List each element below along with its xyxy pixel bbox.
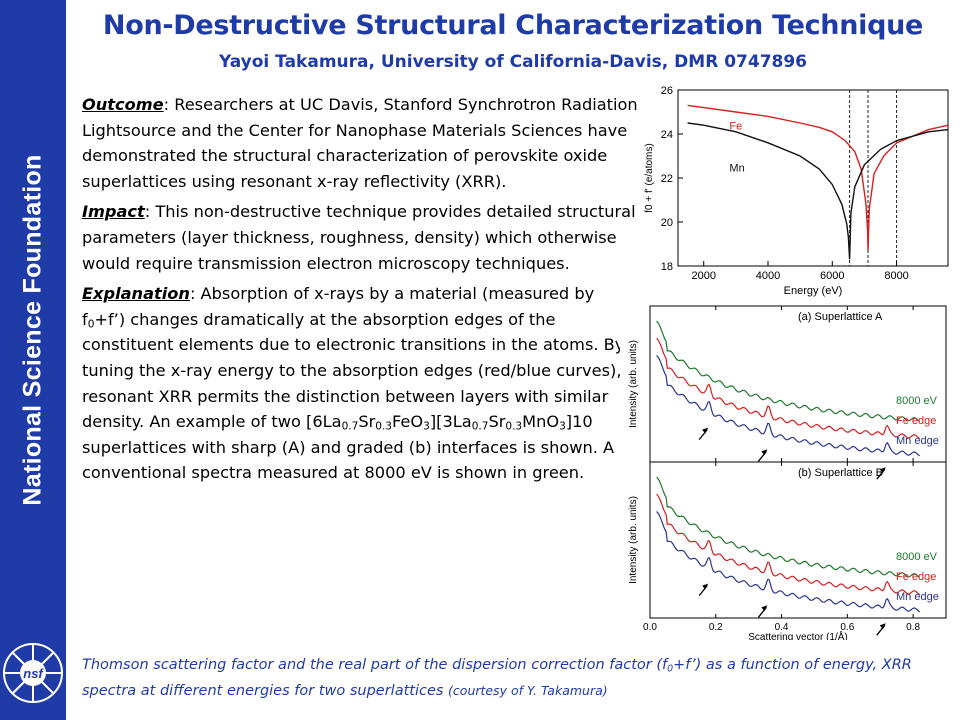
y-tick-label: 24	[661, 129, 673, 141]
impact-paragraph: Impact: This non-destructive technique p…	[82, 199, 642, 276]
panel-label: (a) Superlattice A	[798, 311, 883, 323]
explanation-text: +f’) changes dramatically at the absorpt…	[82, 309, 625, 432]
explanation-sub: 0	[87, 318, 95, 331]
body-text: Outcome: Researchers at UC Davis, Stanfo…	[82, 92, 642, 491]
explanation-sub: 3	[559, 420, 566, 433]
y-tick-label: 20	[661, 217, 673, 229]
energy-chart: 2000 4000 6000 8000 18 20 22 24 26 Energy (eV) f0 …	[640, 86, 952, 304]
outcome-label: Outcome	[82, 95, 164, 114]
plot-frame	[677, 89, 949, 267]
x-tick-label: 4000	[756, 270, 780, 282]
series-label-8000-ev: 8000 eV	[896, 551, 938, 563]
explanation-text: ][3La	[429, 412, 472, 432]
series-line-mn-edge	[656, 355, 921, 457]
explanation-text: MnO	[522, 412, 560, 432]
sidebar-title: National Science Foundation	[18, 154, 47, 506]
y-tick-label: 26	[661, 86, 673, 97]
caption-sub: 0	[667, 663, 674, 675]
explanation-text: ]10 superlattices with sharp (A) and gra…	[82, 412, 615, 483]
explanation-paragraph: Explanation: Absorption of x-rays by a m…	[82, 281, 642, 486]
y-axis-label: f0 + f' (e/atoms)	[644, 143, 655, 212]
x-tick-label: 8000	[884, 270, 908, 282]
xrr-chart: (a) Superlattice A Intensity (arb. units)…	[620, 300, 956, 640]
explanation-sub: 0.3	[505, 420, 523, 433]
outcome-text: : Researchers at UC Davis, Stanford Sync…	[82, 95, 638, 191]
series-line-8000-ev	[656, 320, 921, 422]
arrow-head	[702, 427, 709, 434]
series-label-8000-ev: 8000 eV	[896, 395, 938, 407]
impact-text: : This non-destructive technique provide…	[82, 202, 636, 273]
x-axis-label: Scattering vector (1/Å)	[748, 630, 847, 640]
arrow-head	[879, 623, 886, 630]
x-tick-label: 6000	[820, 270, 844, 282]
nsf-logo-icon: nsf	[3, 643, 63, 703]
impact-label: Impact	[82, 202, 145, 222]
explanation-sub: 0.7	[471, 420, 489, 433]
series-line-fe	[687, 104, 949, 251]
explanation-sub: 0.3	[375, 420, 392, 433]
series-line-8000-ev	[656, 476, 921, 578]
y-axis-label: Intensity (arb. units)	[628, 496, 639, 584]
arrow-head	[761, 605, 768, 612]
sidebar: National Science Foundation nsf	[0, 0, 66, 720]
series-label-fe-edge: Fe edge	[896, 571, 936, 583]
arrow-head	[761, 449, 768, 456]
figure-caption: Thomson scattering factor and the real p…	[82, 652, 957, 704]
caption-text: +f’) as a function of energy, XRR spectr…	[82, 657, 912, 699]
legend-label-fe: Fe	[729, 121, 742, 133]
series-label-fe-edge: Fe edge	[896, 415, 936, 427]
series-line-fe-edge	[656, 493, 921, 596]
explanation-sub: 3	[423, 420, 430, 433]
y-tick-label: 18	[661, 261, 673, 273]
explanation-label: Explanation	[82, 284, 190, 304]
explanation-text: Sr	[488, 412, 506, 432]
series-label-mn-edge: Mn edge	[896, 435, 939, 447]
page-subtitle: Yayoi Takamura, University of California…	[218, 52, 808, 72]
nsf-logo-text: nsf	[23, 666, 44, 681]
x-axis-label: Energy (eV)	[784, 285, 843, 297]
x-tick-label: 2000	[691, 270, 715, 282]
explanation-sub: 0.7	[341, 420, 359, 433]
arrow-head	[702, 583, 709, 590]
x-tick-label: 0.4	[775, 622, 789, 633]
x-tick-label: 0.8	[906, 622, 920, 633]
series-line-mn-edge	[656, 511, 921, 613]
series-line-fe-edge	[656, 337, 921, 440]
caption-text: Thomson scattering factor and the real p…	[82, 657, 668, 673]
x-tick-label: 0.0	[643, 622, 657, 633]
explanation-text: : Absorption of x-rays by a material (me…	[82, 284, 595, 329]
y-axis-label: Intensity (arb. units)	[628, 340, 639, 428]
outcome-paragraph: Outcome: Researchers at UC Davis, Stanfo…	[82, 92, 642, 194]
y-tick-label: 22	[661, 173, 673, 185]
explanation-text: FeO	[391, 412, 424, 432]
arrow-head	[879, 467, 886, 474]
page-title: Non-Destructive Structural Characterizat…	[102, 10, 924, 41]
caption-credit: (courtesy of Y. Takamura)	[448, 683, 608, 698]
series-label-mn-edge: Mn edge	[896, 591, 939, 603]
x-tick-label: 0.6	[840, 622, 854, 633]
panel-frame	[649, 461, 947, 619]
series-line-mn	[687, 122, 949, 260]
x-tick-label: 0.2	[709, 622, 723, 633]
legend-label-mn: Mn	[729, 162, 744, 174]
panel-label: (b) Superlattice B	[798, 467, 883, 479]
explanation-text: Sr	[358, 412, 376, 432]
